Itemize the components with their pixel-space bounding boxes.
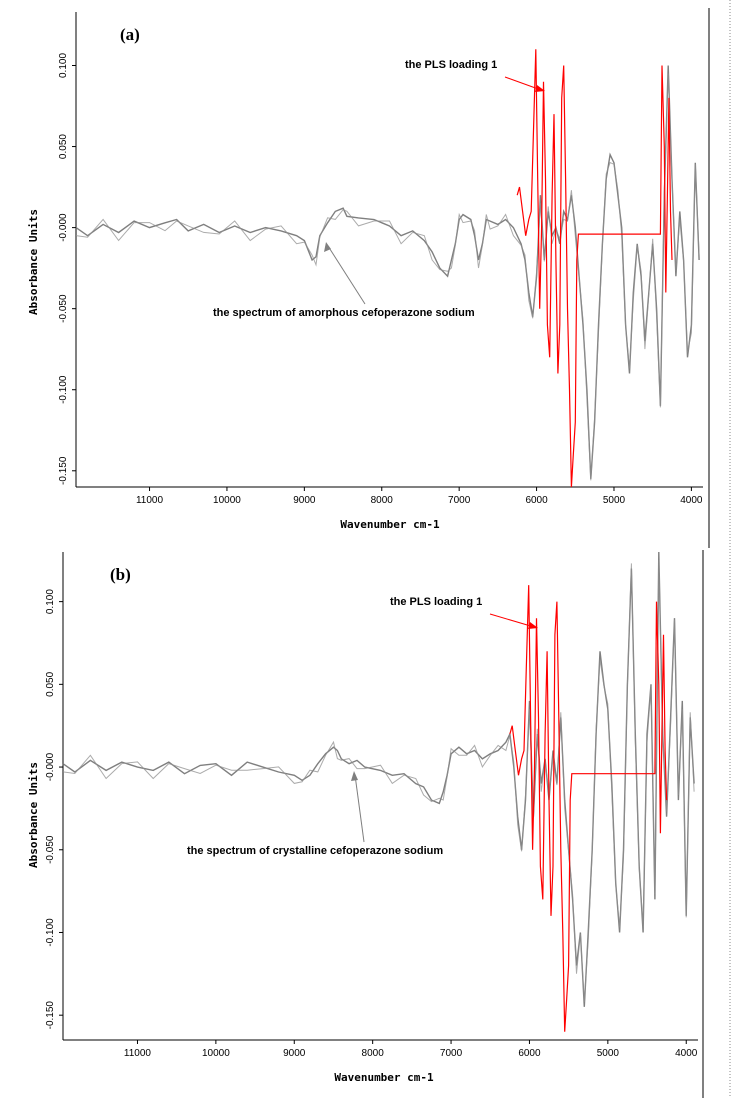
x-ticks: 11000 10000 9000 8000 7000 6000 5000 4000 (136, 487, 703, 506)
x-tick-label: 8000 (362, 1048, 385, 1059)
x-axis-title: Wavenumber cm-1 (334, 1071, 434, 1084)
x-tick-label: 11000 (136, 495, 164, 506)
spectrum-annotation: the spectrum of amorphous cefoperazone s… (213, 307, 475, 319)
y-tick-label: -0.100 (45, 918, 56, 947)
spectrum-arrowhead (324, 242, 331, 252)
loading-annotation-arrow (489, 613, 535, 628)
x-tick-label: 7000 (440, 1048, 463, 1059)
spectrum-arrowhead (351, 771, 358, 781)
x-ticks: 11000 10000 9000 8000 7000 6000 5000 4000 (124, 1040, 698, 1059)
loading-arrowhead (528, 622, 538, 629)
spectrum-annotation-arrow (354, 774, 365, 843)
panel-a: 11000 10000 9000 8000 7000 6000 5000 4000 0.100… (27, 12, 703, 531)
x-tick-label: 9000 (283, 1048, 306, 1059)
y-tick-label: 0.100 (58, 53, 69, 78)
y-tick-label: -0.150 (58, 456, 69, 485)
x-tick-label: 6000 (525, 495, 548, 506)
loading-annotation: the PLS loading 1 (390, 596, 482, 608)
y-tick-label: 0.050 (45, 671, 56, 696)
pls-loading-line (509, 585, 668, 1032)
x-tick-label: 7000 (448, 495, 471, 506)
x-tick-label: 6000 (518, 1048, 541, 1059)
loading-annotation: the PLS loading 1 (405, 59, 497, 71)
pls-loading-line (516, 49, 673, 488)
y-ticks: 0.100 0.050 -0.000 -0.050 -0.100 -0.150 (58, 53, 76, 485)
x-axis-title: Wavenumber cm-1 (340, 518, 440, 531)
spectrum-line (75, 65, 700, 479)
y-tick-label: -0.050 (45, 835, 56, 864)
y-tick-label: -0.000 (45, 752, 56, 781)
spectrum-annotation-arrow (327, 245, 366, 305)
loading-annotation-arrow (504, 76, 542, 91)
x-tick-label: 5000 (597, 1048, 620, 1059)
panel-label: (b) (110, 565, 131, 584)
x-tick-label: 9000 (293, 495, 316, 506)
spectrum-line-replicate (62, 560, 695, 1002)
y-tick-label: -0.150 (45, 1001, 56, 1030)
panel-label: (a) (120, 25, 140, 44)
x-tick-label: 4000 (680, 495, 703, 506)
y-tick-label: 0.100 (45, 589, 56, 614)
y-axis-title: Absorbance Units (27, 209, 40, 315)
y-tick-label: -0.000 (58, 213, 69, 242)
x-tick-label: 10000 (202, 1048, 230, 1059)
loading-arrowhead (535, 85, 545, 92)
spectrum-line-replicate (75, 73, 700, 481)
spectrum-line (62, 551, 695, 1007)
panel-b: 11000 10000 9000 8000 7000 6000 5000 4000 0.100… (27, 551, 698, 1084)
y-ticks: 0.100 0.050 -0.000 -0.050 -0.100 -0.150 (45, 589, 63, 1030)
x-tick-label: 11000 (124, 1048, 152, 1059)
spectrum-annotation: the spectrum of crystalline cefoperazone… (187, 845, 443, 857)
x-tick-label: 4000 (675, 1048, 698, 1059)
x-tick-label: 8000 (371, 495, 394, 506)
y-tick-label: -0.050 (58, 294, 69, 323)
x-tick-label: 10000 (213, 495, 241, 506)
y-axis-title: Absorbance Units (27, 762, 40, 868)
y-tick-label: -0.100 (58, 375, 69, 404)
x-tick-label: 5000 (603, 495, 626, 506)
y-tick-label: 0.050 (58, 134, 69, 159)
